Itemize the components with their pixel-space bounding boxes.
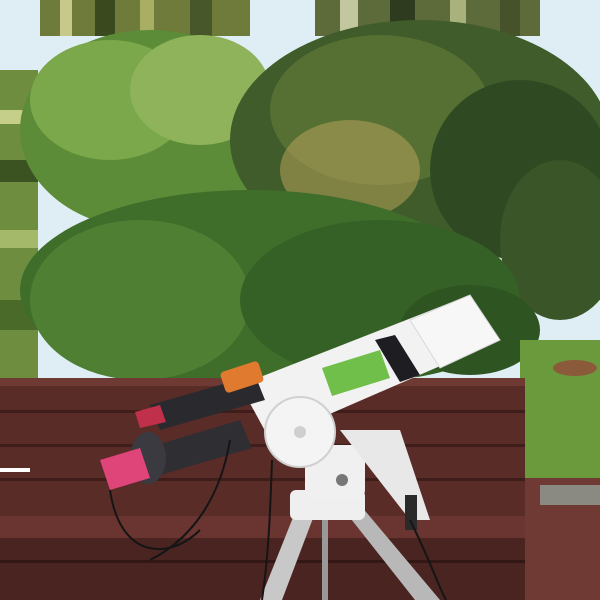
lawn: [520, 340, 600, 480]
imaging-train: [100, 361, 265, 490]
cables: [109, 439, 447, 600]
deer: [553, 360, 597, 376]
telescope: [240, 294, 501, 468]
bench: [0, 378, 600, 600]
